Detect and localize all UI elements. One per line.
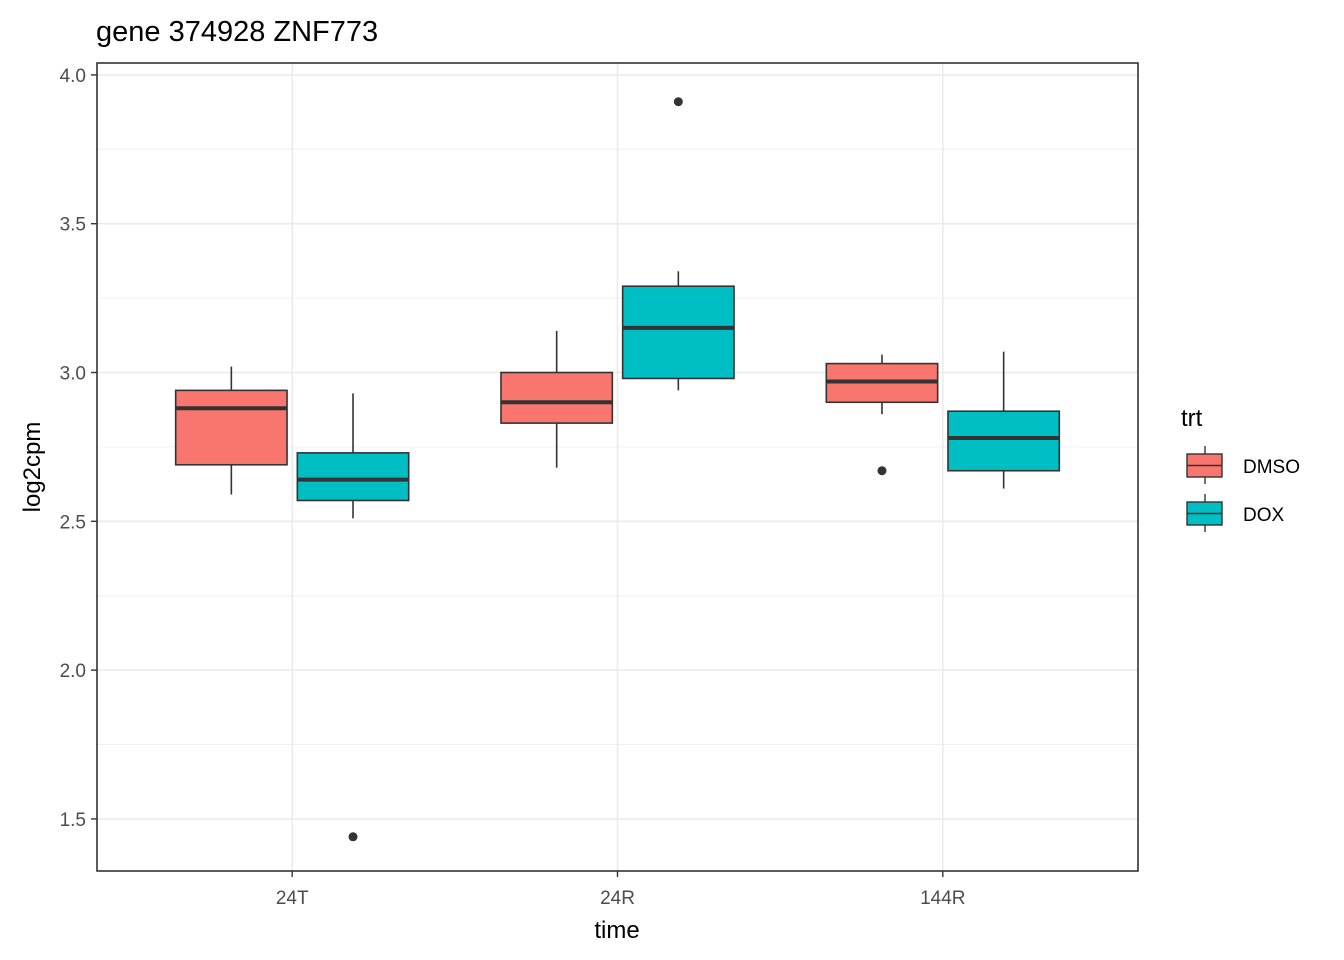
legend: trt DMSO DOX bbox=[1181, 405, 1300, 532]
x-tick-label: 24T bbox=[276, 888, 309, 909]
y-tick-label: 4.0 bbox=[60, 66, 86, 87]
x-tick-label: 144R bbox=[920, 888, 965, 909]
legend-label: DMSO bbox=[1243, 457, 1300, 478]
box-iqr bbox=[621, 285, 735, 380]
chart-title: gene 374928 ZNF773 bbox=[96, 16, 378, 48]
box-dox-24r bbox=[621, 97, 735, 391]
legend-title: trt bbox=[1181, 405, 1203, 432]
outlier-point bbox=[673, 97, 683, 107]
y-axis: 1.5 2.0 2.5 3.0 3.5 4.0 bbox=[60, 66, 97, 831]
box-iqr bbox=[296, 452, 410, 502]
box-dox-144r bbox=[947, 351, 1061, 489]
box-dmso-24t bbox=[174, 366, 288, 495]
legend-item-dmso: DMSO bbox=[1186, 446, 1300, 484]
box-iqr bbox=[947, 410, 1061, 472]
box-iqr bbox=[174, 389, 288, 466]
box-dmso-24r bbox=[500, 330, 614, 468]
box-dox-24t bbox=[296, 393, 410, 842]
x-axis: 24T 24R 144R bbox=[276, 871, 966, 909]
legend-label: DOX bbox=[1243, 505, 1285, 526]
outlier-point bbox=[348, 832, 358, 842]
y-tick-label: 2.5 bbox=[60, 512, 86, 533]
box-iqr bbox=[500, 371, 614, 424]
box-layer bbox=[174, 97, 1061, 842]
y-axis-title: log2cpm bbox=[19, 422, 46, 513]
y-tick-label: 2.0 bbox=[60, 661, 86, 682]
y-tick-label: 3.5 bbox=[60, 215, 86, 236]
legend-item-dox: DOX bbox=[1186, 494, 1285, 532]
y-tick-label: 3.0 bbox=[60, 364, 86, 385]
outlier-point bbox=[877, 466, 887, 476]
x-tick-label: 24R bbox=[600, 888, 635, 909]
x-axis-title: time bbox=[594, 917, 639, 944]
box-dmso-144r bbox=[825, 354, 939, 476]
y-tick-label: 1.5 bbox=[60, 810, 86, 831]
